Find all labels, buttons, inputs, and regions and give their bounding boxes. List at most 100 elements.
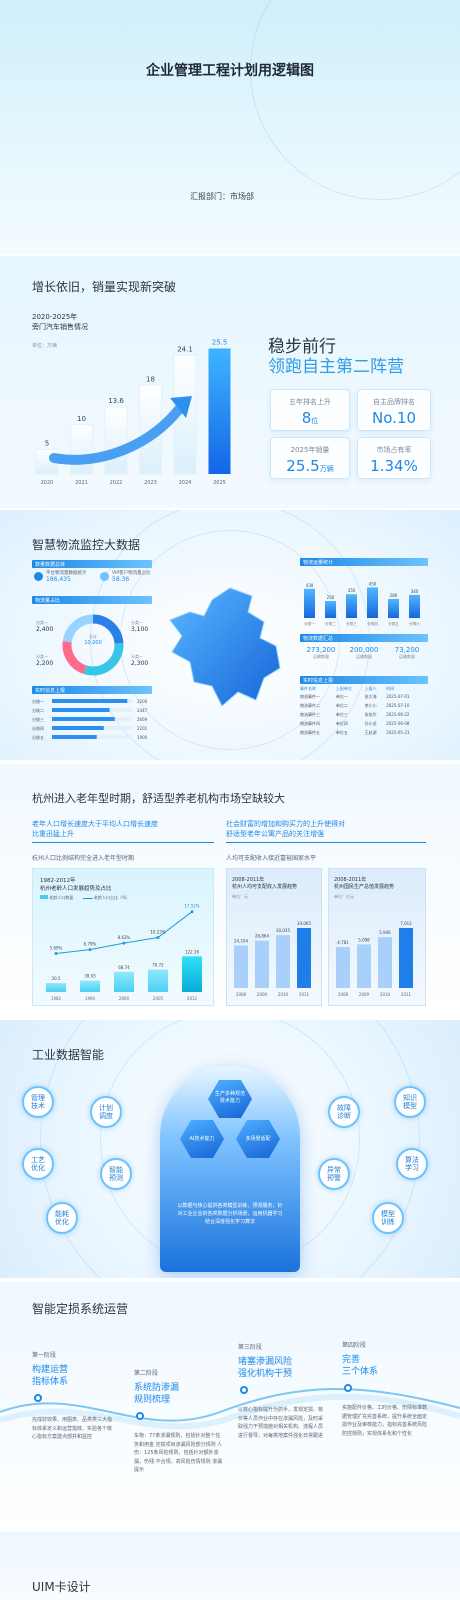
stage-title-2: 规则梳理 [134, 1395, 171, 1405]
table-cell: 李小小 [364, 702, 377, 708]
trend-bar [357, 944, 371, 988]
bubble-label: 故障 诊断 [337, 1103, 351, 1120]
table-cell: 2025-06-08 [386, 721, 410, 726]
aging-category-label: 2000 [119, 996, 130, 1001]
hbar-value: 3200 [137, 699, 148, 704]
volume-category-label: 分拨四 [367, 621, 378, 626]
trend-category-label: 2008 [338, 992, 349, 997]
stage-tag: 第二阶段 [134, 1370, 159, 1377]
trend-value-label: 26,864 [255, 934, 269, 939]
sales-bar [208, 348, 231, 474]
table-header: 事件名称 上报单位 上报人 时间 [300, 686, 428, 692]
hbar-fill [52, 726, 104, 730]
stage-dot [136, 1412, 144, 1420]
table-cell: 物流事件四 [300, 720, 320, 726]
table-cell: 物流事件三 [300, 711, 320, 717]
bubble-process: 工艺 优化 [22, 1148, 54, 1180]
table-cell: 物流事件二 [300, 702, 320, 708]
trend-category-label: 2010 [380, 992, 391, 997]
aging-bar [148, 969, 168, 992]
stage-title-1: 完善 [342, 1355, 361, 1365]
aging-bar-label: 39.03 [84, 974, 96, 979]
volume-value-label: 340 [411, 589, 419, 594]
section-title: 增长依旧，销量实现新突破 [32, 280, 177, 294]
table-row: 物流事件五 单位五 王赵源 2025-05-23 [300, 728, 428, 737]
hex-scenarios: 多场景适配 [236, 1120, 280, 1158]
table-cell: 张张华 [364, 711, 377, 717]
headline-2: 领跑自主第二阵营 [268, 357, 404, 377]
rc1-title-1: 2008-2011年 [232, 877, 265, 883]
donut-label-name: 分类一 [36, 654, 48, 659]
trend-value-label: 34,065 [297, 921, 311, 926]
stage-desc: 车物：77条渗漏规则，包括针对整个任务和用金 定损项目渗漏风险部分规则 人伤：1… [134, 1433, 223, 1473]
stat-label: 五年排名上升 [289, 398, 331, 406]
growth-arrow [49, 403, 185, 465]
stat-card-volume: 2025年销量 25.5万辆 [270, 437, 350, 479]
hbar-label: 分拨一 [32, 698, 44, 704]
stat-label: 自主品牌排名 [373, 398, 415, 406]
table-header-cell: 事件名称 [300, 686, 316, 691]
sales-category-label: 2024 [179, 480, 192, 486]
donut-slice [62, 614, 94, 643]
kpi-label: 平台物流量数据统计 [46, 571, 87, 576]
hbar-fill [52, 708, 110, 712]
legend-swatch-line [82, 897, 93, 899]
rc2-unit: 单位：亿元 [334, 894, 354, 899]
hbar-label: 分拨四 [32, 725, 44, 731]
bubble-energy: 能耗 优化 [46, 1202, 78, 1234]
legend-swatch-bar [40, 895, 48, 899]
section-title: 杭州进入老年型时期，舒适型养老机构市场空缺较大 [32, 792, 285, 805]
hbar-value: 2201 [137, 726, 148, 731]
share-donut-chart [62, 614, 124, 676]
box-header-total: 数量数据总体 [32, 560, 152, 568]
hbar-label: 分拨五 [32, 734, 44, 740]
kpi-1: 平台物流量数据统计 186,435 [34, 570, 94, 583]
trend-bar [255, 940, 269, 988]
table-row: 物流事件三 单位三 张张华 2025-06-22 [300, 710, 428, 719]
bubble-label: 计划 调度 [99, 1103, 113, 1120]
table-cell: 孙小龙 [364, 720, 377, 726]
trend-category-label: 2009 [359, 992, 370, 997]
rc2-title-2: 杭州国民生产总值发展趋势 [334, 884, 395, 890]
sales-bar [104, 406, 128, 475]
sales-value-label: 18 [146, 375, 155, 383]
cover-title: 企业管理工程计划用逻辑图 [146, 63, 314, 79]
trend-value-label: 5,098 [358, 937, 370, 942]
sales-value-label: 25.5 [212, 338, 228, 346]
stat-number: 8 [301, 409, 312, 427]
stat-card-brand-rank: 自主品牌排名 No.10 [357, 389, 431, 431]
bubble-label: 工艺 优化 [31, 1155, 45, 1172]
hbar-value: 2447 [137, 708, 148, 713]
volume-value-label: 250 [327, 595, 335, 600]
stage-desc: 以核心指标提升为抓手，发现定损、核价等人员作业中存在渗漏风险，及时采取强力干预措… [238, 1407, 324, 1439]
summary-item: 73,200 运输数量 [386, 646, 428, 660]
bubble-label: 智能 预测 [109, 1165, 123, 1182]
volume-category-label: 分拨一 [304, 621, 315, 626]
stat-value: No.10 [372, 409, 416, 427]
stat-value: 1.34% [370, 457, 418, 475]
stage-tag: 第一阶段 [32, 1352, 57, 1359]
table-cell: 2025-07-10 [386, 703, 410, 708]
decor-ring [250, 0, 460, 200]
aging-percent-label: 5.69% [50, 946, 63, 951]
aging-percent-label: 10.23% [150, 929, 165, 934]
report-hbar-chart: 分拨一 3200 分拨二 2447 分拨三 2669 分拨四 2201 分拨五 1900 [32, 698, 148, 740]
bubble-algorithm: 算法 学习 [396, 1148, 428, 1180]
left-subtitle-1: 老年人口增长速度大于平均人口增长速度 [32, 820, 158, 828]
donut-label: 分类一 2,200 [36, 654, 53, 667]
stage-tag: 第三阶段 [238, 1344, 263, 1351]
aging-bar-label: 122.16 [185, 949, 199, 954]
donut-center-value: 10,000 [84, 640, 102, 646]
section-title: 工业数据智能 [32, 1048, 105, 1062]
bubble-label: 能耗 优化 [55, 1209, 69, 1226]
trend-bar [378, 937, 392, 988]
volume-value-label: 430 [306, 583, 314, 588]
stage-desc: 完成财效果、用图表、品类类三大指标体系定义和运营指效、实验各个核心指标方案建点部… [32, 1417, 113, 1440]
donut-label-value: 3,100 [131, 626, 149, 633]
sales-category-label: 2023 [144, 480, 157, 486]
stage-title-1: 系统防渗漏 [134, 1383, 180, 1393]
right-subtitle-1: 社会财富的增加和购买力的上升使得对 [226, 820, 345, 828]
stat-label: 市场占有率 [376, 446, 412, 454]
table-cell: 2025-06-22 [386, 712, 410, 717]
bubble-anomaly: 异常 预警 [318, 1158, 350, 1190]
